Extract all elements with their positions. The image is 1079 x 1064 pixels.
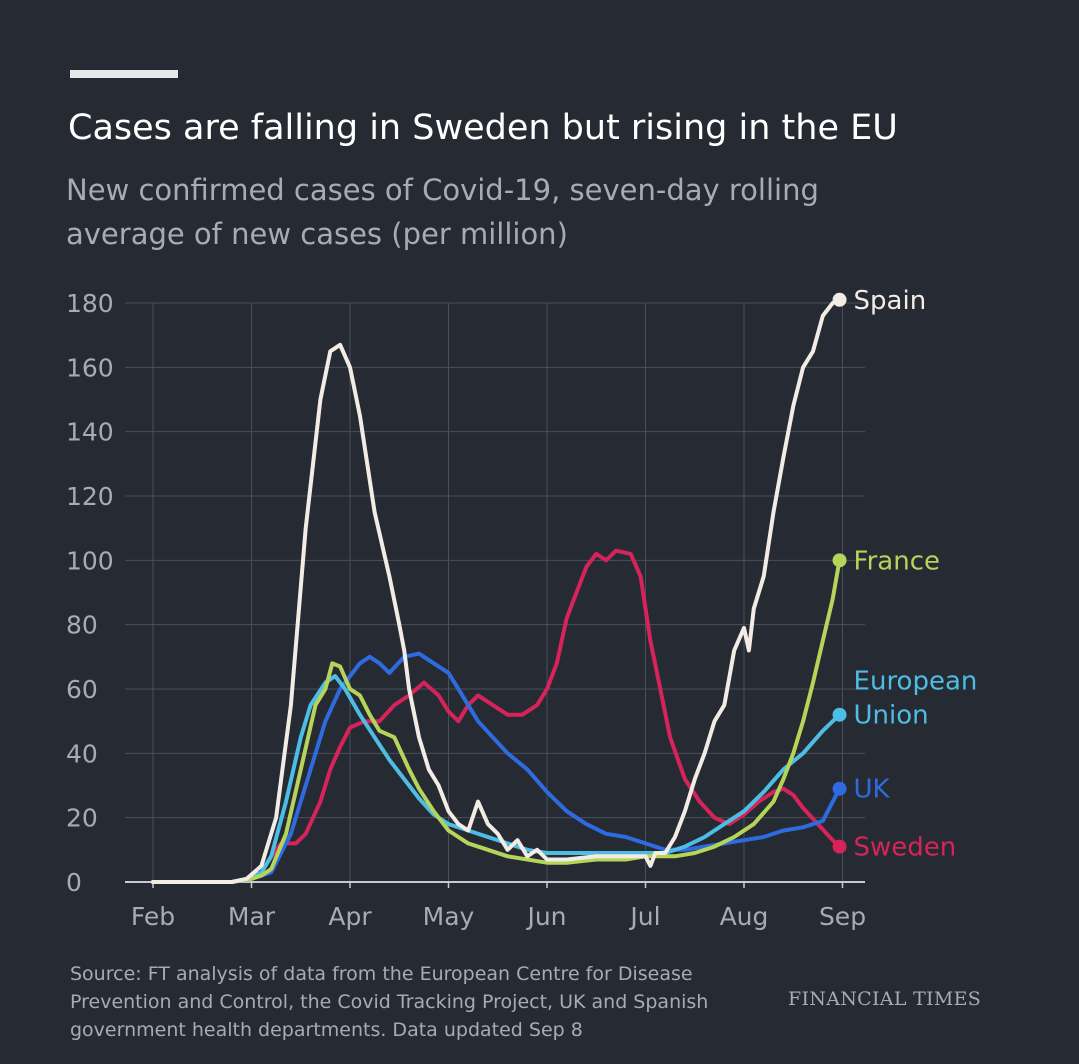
y-tick-label: 80 [66,611,98,640]
series-label-uk: UK [854,775,891,805]
series-label-spain: Spain [854,286,927,316]
series-label-france: France [854,546,940,576]
series-line-spain [151,297,842,884]
end-marker-european-union [832,707,847,722]
y-tick-label: 40 [66,739,98,768]
publisher-brand: FINANCIAL TIMES [788,988,982,1010]
x-tick-label: May [423,902,475,931]
accent-bar [70,70,178,78]
series-line-sweden [151,548,842,884]
x-tick-label: Mar [228,902,276,931]
x-tick-label: Jun [525,902,566,931]
series-label-european-union: European Union [854,667,978,731]
x-tick-label: Jul [628,902,660,931]
chart-title: Cases are falling in Sweden but rising i… [68,108,898,148]
y-tick-label: 0 [66,868,82,897]
end-marker-sweden [832,839,847,854]
series-line-uk [151,651,842,884]
end-marker-uk [832,781,847,796]
y-tick-label: 140 [66,418,114,447]
end-marker-spain [832,292,847,307]
line-chart: 0 20 40 60 80 100 120 140 160 180 Feb Mar Apr May Jun J… [66,286,978,931]
axes: 0 20 40 60 80 100 120 140 160 180 Feb Mar Apr May Jun J… [66,289,866,931]
series-lines [151,297,842,884]
y-tick-label: 120 [66,482,114,511]
x-tick-label: Sep [819,902,866,931]
series-line-france [151,558,842,884]
x-tick-label: Apr [328,902,372,931]
series-line-european-union [151,674,842,884]
chart-subtitle: New confirmed cases of Covid-19, seven-d… [66,173,819,251]
series-labels: Spain France European Union UK Sweden [832,286,978,863]
grid-lines [125,302,865,882]
x-tick-label: Feb [131,902,175,931]
y-tick-label: 20 [66,804,98,833]
source-note: Source: FT analysis of data from the Eur… [70,963,709,1041]
y-tick-label: 60 [66,675,98,704]
y-tick-label: 100 [66,546,114,575]
x-tick-label: Aug [720,902,769,931]
series-label-sweden: Sweden [854,833,957,863]
y-tick-label: 160 [66,353,114,382]
y-tick-label: 180 [66,289,114,318]
end-marker-france [832,553,847,568]
